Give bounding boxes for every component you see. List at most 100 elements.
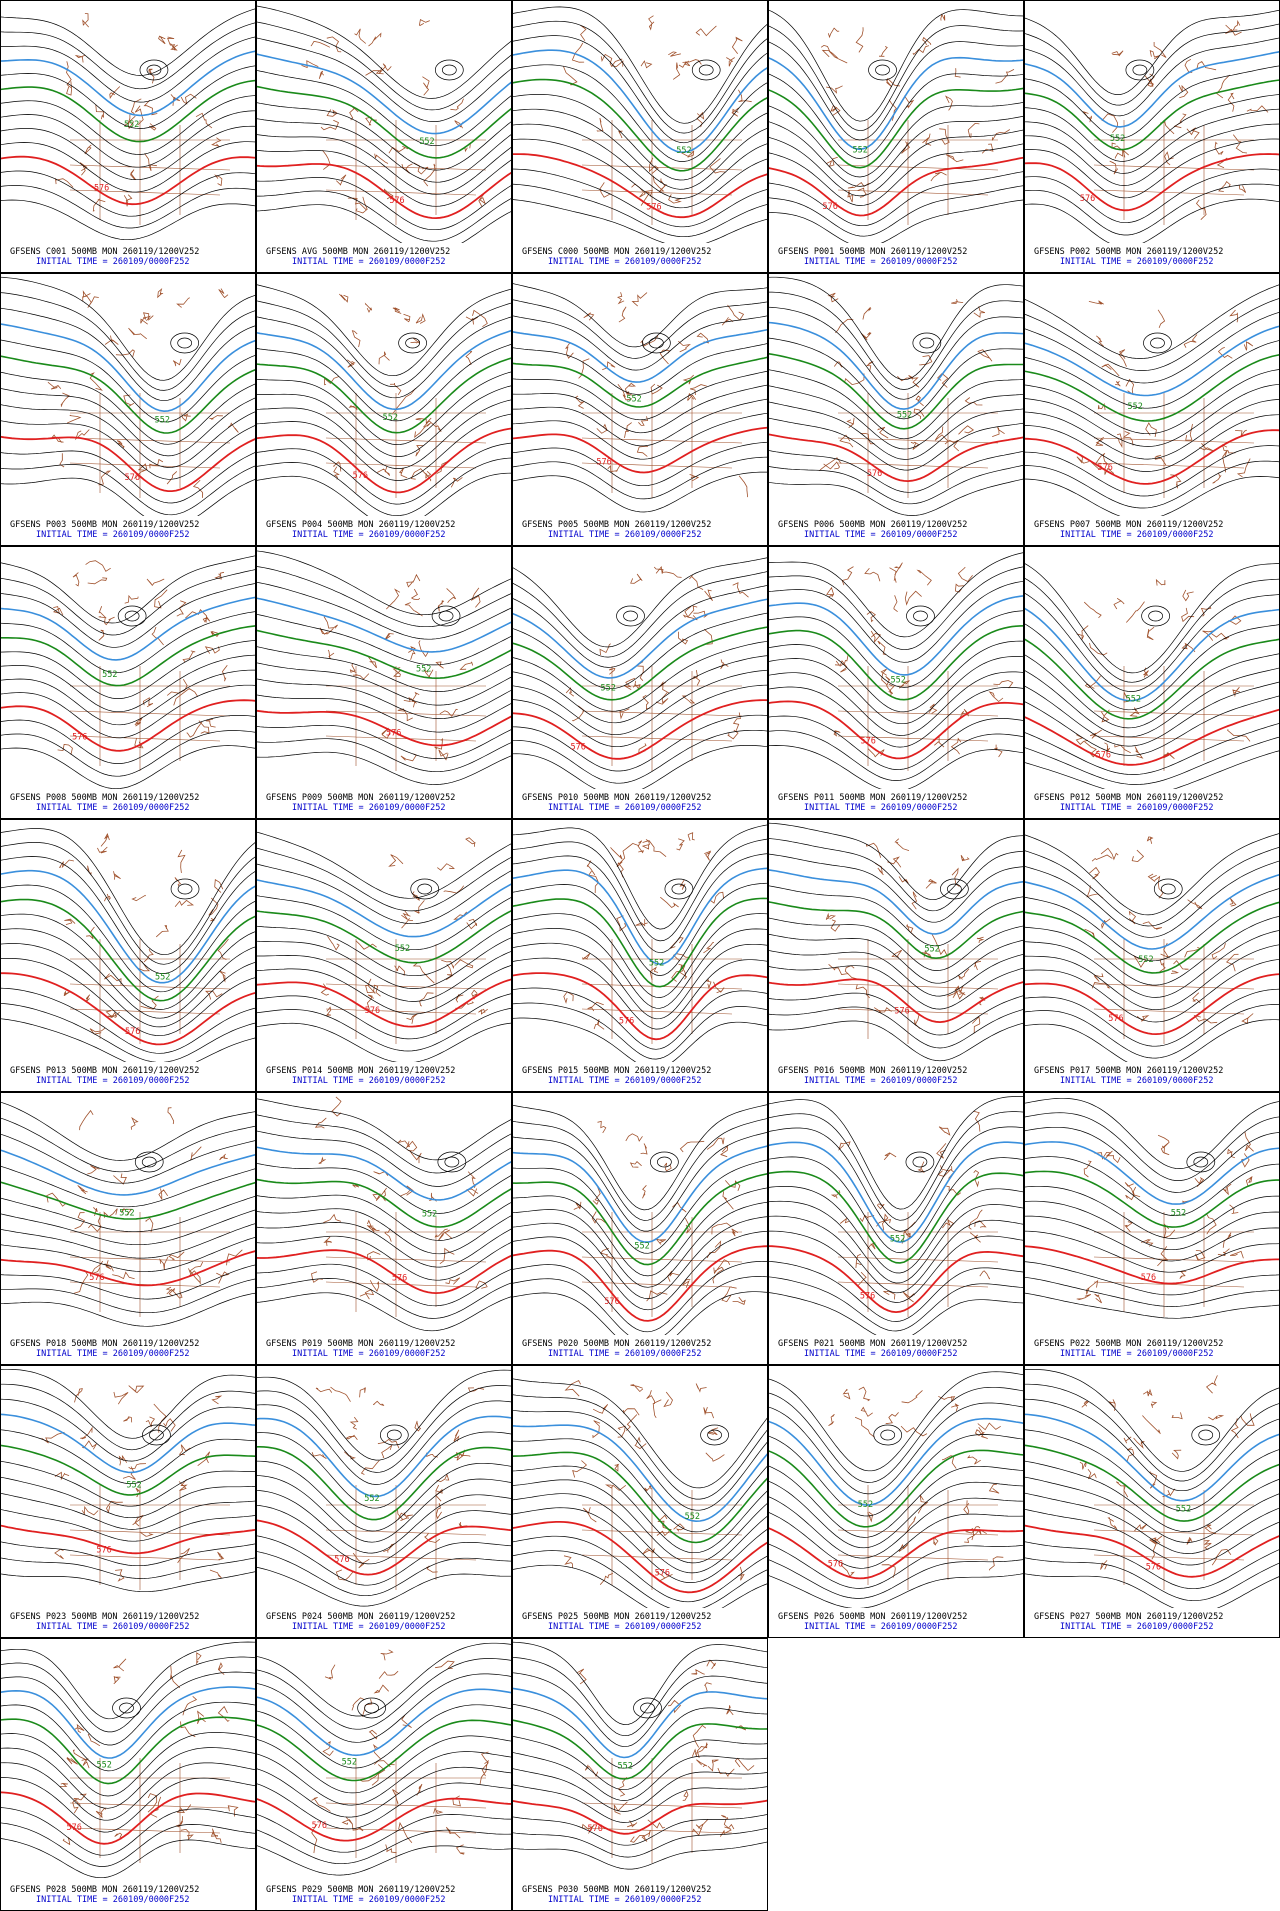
height-contour xyxy=(512,123,768,199)
state-borders xyxy=(581,393,743,498)
panel-init-time: INITIAL TIME = 260109/0000F252 xyxy=(1060,1622,1214,1632)
height-contour xyxy=(1024,860,1280,938)
height-contour xyxy=(512,1187,768,1277)
low-center xyxy=(1153,878,1183,900)
coastlines xyxy=(1084,836,1254,1024)
height-contour xyxy=(1024,1185,1280,1239)
height-contour xyxy=(768,385,1024,450)
contour-label: 552 xyxy=(685,1512,700,1522)
contour-label: 576 xyxy=(125,1027,140,1037)
height-contour xyxy=(256,1642,512,1717)
map-panel: 552 576 GFSENS C001 500MB MON 260119/1200V… xyxy=(0,0,256,273)
contour-label: 552 xyxy=(102,670,117,680)
height-contour xyxy=(0,1195,256,1233)
panel-init-time: INITIAL TIME = 260109/0000F252 xyxy=(292,257,446,267)
panel-border xyxy=(768,0,1024,273)
state-borders xyxy=(837,1212,999,1317)
caption-bg xyxy=(0,789,256,819)
state-borders xyxy=(581,120,743,225)
contour-label: 552 xyxy=(1110,134,1125,144)
contour-label: 552 xyxy=(1171,1208,1186,1218)
contour-label: 552 xyxy=(890,675,905,685)
caption-bg xyxy=(256,516,512,546)
contour-552 xyxy=(512,1719,768,1780)
height-contour xyxy=(0,828,256,956)
contour-576 xyxy=(512,972,768,1041)
height-contour xyxy=(1024,653,1280,729)
height-contour xyxy=(768,101,1024,178)
height-contour xyxy=(512,138,768,209)
contour-576 xyxy=(1024,1524,1280,1578)
height-contour xyxy=(1024,887,1280,962)
height-contour xyxy=(256,316,512,399)
height-contour xyxy=(768,337,1024,420)
contour-label: 576 xyxy=(619,1017,634,1027)
height-contour xyxy=(256,1550,512,1597)
height-contour xyxy=(256,646,512,692)
low-center xyxy=(149,1429,164,1441)
contour-label: 576 xyxy=(96,1545,111,1555)
height-contour xyxy=(0,1508,256,1542)
panel-title: GFSENS P017 500MB MON 260119/1200V252 xyxy=(1034,1066,1223,1076)
height-contour xyxy=(256,399,512,469)
low-center xyxy=(919,337,935,349)
height-contour xyxy=(256,1829,512,1865)
panel-init-time: INITIAL TIME = 260109/0000F252 xyxy=(548,257,702,267)
panel-title: GFSENS P006 500MB MON 260119/1200V252 xyxy=(778,520,967,530)
height-contour xyxy=(512,398,768,447)
height-contour xyxy=(768,291,1024,390)
height-contour xyxy=(1024,1276,1280,1307)
height-contour xyxy=(256,1022,512,1064)
height-contour xyxy=(256,5,512,99)
height-contour xyxy=(768,745,1024,792)
contour-552 xyxy=(256,85,512,159)
height-contour xyxy=(0,477,256,527)
height-contour xyxy=(512,1260,768,1333)
panel-title: GFSENS C001 500MB MON 260119/1200V252 xyxy=(10,247,199,257)
height-contour xyxy=(256,343,512,422)
height-contour xyxy=(256,937,512,989)
panel-title: GFSENS P007 500MB MON 260119/1200V252 xyxy=(1034,520,1223,530)
height-contour xyxy=(512,1378,768,1489)
height-contour xyxy=(1024,198,1280,248)
height-contour xyxy=(0,582,256,648)
contour-576 xyxy=(1024,153,1280,212)
caption-bg xyxy=(0,243,256,273)
low-center xyxy=(912,1156,928,1168)
panel-init-time: INITIAL TIME = 260109/0000F252 xyxy=(548,1895,702,1905)
height-contour xyxy=(1024,1230,1280,1273)
height-contour xyxy=(512,942,768,1020)
contour-label: 576 xyxy=(1141,1273,1156,1283)
height-contour xyxy=(768,449,1024,493)
contour-576 xyxy=(0,1250,256,1287)
height-contour xyxy=(1024,1261,1280,1296)
height-contour xyxy=(768,933,1024,984)
state-borders xyxy=(1093,120,1255,225)
height-contour xyxy=(768,885,1024,947)
height-contour xyxy=(1024,592,1280,692)
height-contour xyxy=(256,1735,512,1794)
panel-title: GFSENS P009 500MB MON 260119/1200V252 xyxy=(266,793,455,803)
panel-border xyxy=(0,1365,256,1638)
height-contour xyxy=(1024,138,1280,199)
height-contour xyxy=(768,417,1024,471)
height-contour xyxy=(256,1566,512,1607)
map-panel: 552 576 GFSENS P026 500MB MON 260119/1200V… xyxy=(768,1365,1024,1638)
low-center xyxy=(417,883,433,895)
panel-init-time: INITIAL TIME = 260109/0000F252 xyxy=(292,1895,446,1905)
panel-border xyxy=(768,819,1024,1092)
contour-576 xyxy=(256,427,512,494)
height-contour xyxy=(256,724,512,759)
contour-blue xyxy=(0,323,256,413)
low-center xyxy=(875,64,890,76)
contour-552 xyxy=(256,1446,512,1521)
height-contour xyxy=(1024,1126,1280,1193)
height-contour xyxy=(512,1493,768,1574)
height-contour xyxy=(0,95,256,155)
coastlines xyxy=(563,1379,745,1585)
panel-border xyxy=(256,1365,512,1638)
height-contour xyxy=(512,1117,768,1221)
contour-552 xyxy=(768,87,1024,169)
coastlines xyxy=(820,13,1015,203)
